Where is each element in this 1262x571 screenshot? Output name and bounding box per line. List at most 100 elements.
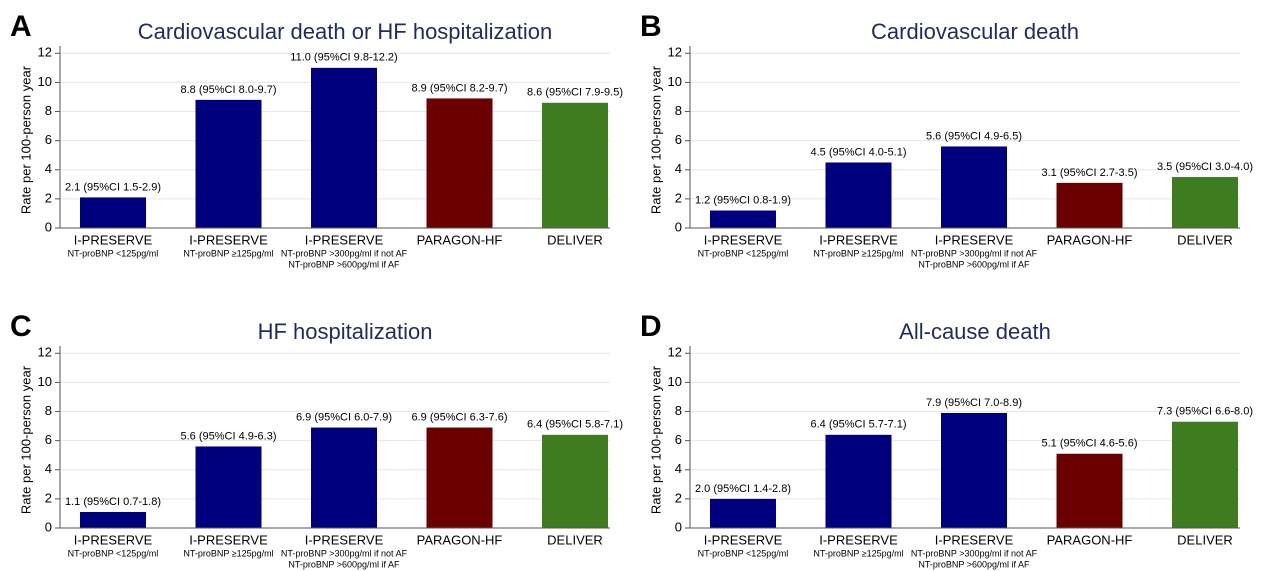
category-sublabel: NT-proBNP >600pg/ml if AF	[918, 559, 1030, 569]
category-sublabel: NT-proBNP ≥125pg/ml	[813, 248, 903, 258]
category-label: I-PRESERVE	[935, 232, 1014, 247]
value-label: 3.1 (95%CI 2.7-3.5)	[1042, 167, 1138, 179]
category-sublabel: NT-proBNP >600pg/ml if AF	[288, 259, 400, 269]
y-tick-label: 4	[675, 161, 682, 176]
category-label: I-PRESERVE	[74, 532, 153, 547]
y-tick-label: 12	[668, 45, 682, 60]
value-label: 8.8 (95%CI 8.0-9.7)	[181, 84, 277, 96]
y-tick-label: 6	[675, 132, 682, 147]
category-label: DELIVER	[547, 532, 603, 547]
panel-letter: B	[640, 10, 662, 43]
y-tick-label: 6	[45, 432, 52, 447]
value-label: 7.9 (95%CI 7.0-8.9)	[926, 397, 1022, 409]
value-label: 5.1 (95%CI 4.6-5.6)	[1042, 438, 1138, 450]
category-label: I-PRESERVE	[819, 532, 898, 547]
y-axis-label: Rate per 100-person year	[648, 65, 663, 214]
bar	[1172, 421, 1238, 528]
bar	[1056, 453, 1123, 528]
category-label: PARAGON-HF	[1047, 532, 1133, 547]
y-tick-label: 2	[675, 490, 682, 505]
y-tick-label: 2	[675, 190, 682, 205]
category-sublabel: NT-proBNP <125pg/ml	[68, 248, 159, 258]
category-label: DELIVER	[547, 232, 603, 247]
bar	[195, 446, 262, 528]
category-sublabel: NT-proBNP >300pg/ml if not AF	[281, 548, 408, 558]
category-sublabel: NT-proBNP ≥125pg/ml	[813, 548, 903, 558]
panel-letter: C	[10, 310, 32, 343]
value-label: 1.1 (95%CI 0.7-1.8)	[65, 496, 161, 508]
y-tick-label: 10	[38, 74, 52, 89]
y-axis-label: Rate per 100-person year	[648, 365, 663, 514]
bar	[825, 162, 892, 228]
bar	[426, 427, 493, 528]
category-sublabel: NT-proBNP >600pg/ml if AF	[288, 559, 400, 569]
category-label: I-PRESERVE	[189, 232, 268, 247]
category-sublabel: NT-proBNP ≥125pg/ml	[183, 248, 273, 258]
panel-title: HF hospitalization	[258, 319, 433, 344]
category-label: I-PRESERVE	[189, 532, 268, 547]
y-tick-label: 2	[45, 490, 52, 505]
y-tick-label: 6	[675, 432, 682, 447]
bar	[941, 146, 1007, 228]
bar	[426, 98, 493, 228]
category-sublabel: NT-proBNP <125pg/ml	[68, 548, 159, 558]
y-axis-label: Rate per 100-person year	[18, 65, 33, 214]
y-tick-label: 12	[38, 45, 52, 60]
category-label: PARAGON-HF	[417, 532, 503, 547]
category-label: I-PRESERVE	[305, 532, 384, 547]
y-tick-label: 8	[45, 103, 52, 118]
value-label: 2.1 (95%CI 1.5-2.9)	[65, 181, 161, 193]
y-tick-label: 0	[675, 219, 682, 234]
y-tick-label: 12	[668, 345, 682, 360]
category-label: DELIVER	[1177, 232, 1233, 247]
bar	[542, 434, 608, 528]
category-label: I-PRESERVE	[704, 532, 783, 547]
y-tick-label: 4	[45, 161, 52, 176]
category-sublabel: NT-proBNP >300pg/ml if not AF	[911, 548, 1038, 558]
value-label: 5.6 (95%CI 4.9-6.3)	[181, 430, 277, 442]
category-label: I-PRESERVE	[935, 532, 1014, 547]
bar	[1056, 182, 1123, 228]
bar	[710, 210, 776, 228]
category-sublabel: NT-proBNP <125pg/ml	[698, 548, 789, 558]
category-label: I-PRESERVE	[305, 232, 384, 247]
category-label: DELIVER	[1177, 532, 1233, 547]
bar	[825, 434, 892, 528]
bar	[710, 498, 776, 528]
y-tick-label: 10	[38, 374, 52, 389]
bar	[311, 427, 377, 528]
y-tick-label: 8	[45, 403, 52, 418]
y-tick-label: 10	[668, 74, 682, 89]
y-tick-label: 12	[38, 345, 52, 360]
value-label: 3.5 (95%CI 3.0-4.0)	[1157, 161, 1253, 173]
value-label: 6.4 (95%CI 5.7-7.1)	[811, 419, 907, 431]
y-axis-label: Rate per 100-person year	[18, 365, 33, 514]
value-label: 6.4 (95%CI 5.8-7.1)	[527, 419, 623, 431]
y-tick-label: 8	[675, 403, 682, 418]
bar	[80, 511, 146, 528]
category-sublabel: NT-proBNP ≥125pg/ml	[183, 548, 273, 558]
y-tick-label: 0	[45, 519, 52, 534]
bar	[80, 197, 146, 228]
value-label: 7.3 (95%CI 6.6-8.0)	[1157, 406, 1253, 418]
bar	[195, 99, 262, 228]
value-label: 11.0 (95%CI 9.8-12.2)	[290, 52, 397, 64]
category-label: PARAGON-HF	[1047, 232, 1133, 247]
bar	[1172, 177, 1238, 228]
y-tick-label: 2	[45, 190, 52, 205]
category-label: PARAGON-HF	[417, 232, 503, 247]
bar	[941, 412, 1007, 528]
y-tick-label: 4	[675, 461, 682, 476]
y-tick-label: 10	[668, 374, 682, 389]
value-label: 8.9 (95%CI 8.2-9.7)	[412, 82, 508, 94]
category-sublabel: NT-proBNP >300pg/ml if not AF	[911, 248, 1038, 258]
category-label: I-PRESERVE	[74, 232, 153, 247]
y-tick-label: 4	[45, 461, 52, 476]
y-tick-label: 0	[675, 519, 682, 534]
panel-title: Cardiovascular death	[871, 19, 1079, 44]
panel-title: Cardiovascular death or HF hospitalizati…	[138, 19, 553, 44]
value-label: 6.9 (95%CI 6.0-7.9)	[296, 411, 392, 423]
value-label: 1.2 (95%CI 0.8-1.9)	[695, 194, 791, 206]
value-label: 8.6 (95%CI 7.9-9.5)	[527, 87, 623, 99]
category-label: I-PRESERVE	[704, 232, 783, 247]
